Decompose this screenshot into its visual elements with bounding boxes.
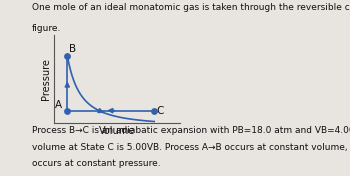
Text: occurs at constant pressure.: occurs at constant pressure. bbox=[32, 159, 160, 168]
Point bbox=[152, 109, 157, 112]
X-axis label: Volume: Volume bbox=[99, 126, 135, 136]
Text: figure.: figure. bbox=[32, 24, 61, 33]
Point bbox=[64, 54, 70, 57]
Text: C: C bbox=[156, 106, 164, 116]
Y-axis label: Pressure: Pressure bbox=[41, 58, 51, 100]
Text: B: B bbox=[69, 44, 77, 54]
Text: volume at State C is 5.00VB. Process A→B occurs at constant volume, and Process : volume at State C is 5.00VB. Process A→B… bbox=[32, 143, 350, 152]
Text: One mole of an ideal monatomic gas is taken through the reversible cycle shown i: One mole of an ideal monatomic gas is ta… bbox=[32, 3, 350, 12]
Text: A: A bbox=[55, 100, 62, 110]
Text: Process B→C is an adiabatic expansion with PB=18.0 atm and VB=4.00×10⁻³ m³. The: Process B→C is an adiabatic expansion wi… bbox=[32, 126, 350, 135]
Point bbox=[64, 109, 70, 112]
